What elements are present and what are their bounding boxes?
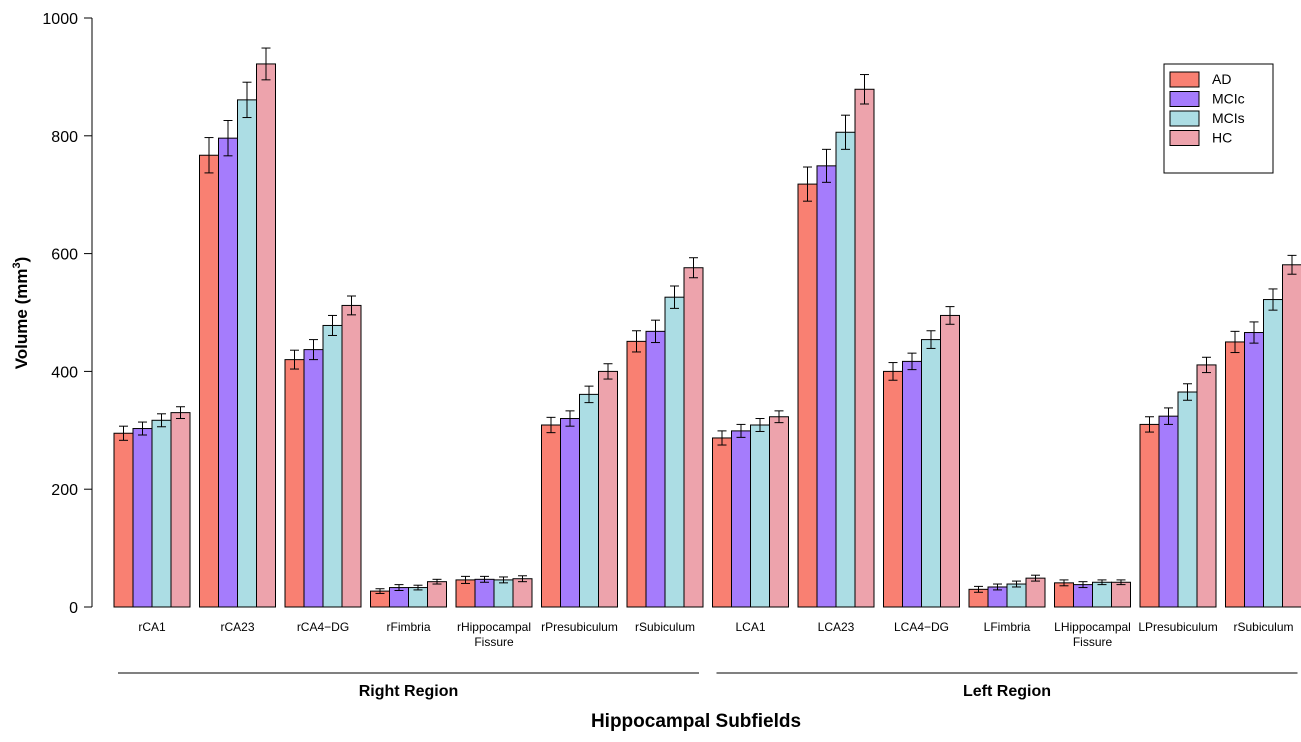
bar-HC-9 [941,315,960,607]
x-tick-label: rCA4−DG [297,620,349,634]
legend-label-HC: HC [1212,130,1232,146]
bar-MCIc-12 [1159,416,1178,607]
bar-MCIs-0 [152,420,171,607]
bar-HC-10 [1026,578,1045,607]
bar-MCIs-13 [1264,300,1283,607]
bar-HC-2 [342,305,361,607]
bar-HC-8 [855,89,874,607]
bar-MCIc-5 [561,419,580,607]
bar-HC-5 [599,371,618,607]
bar-AD-11 [1055,583,1074,607]
x-tick-label: LPresubiculum [1138,620,1217,634]
bar-HC-4 [513,579,532,607]
bar-MCIs-11 [1093,582,1112,607]
region-label: Left Region [963,683,1051,700]
y-tick-label: 800 [51,129,78,146]
bar-MCIs-6 [665,297,684,607]
y-tick-label: 1000 [42,11,78,28]
x-tick-label: rPresubiculum [541,620,618,634]
bar-AD-5 [542,425,561,607]
bar-MCIs-9 [922,340,941,607]
bar-MCIs-7 [751,425,770,607]
bar-HC-6 [684,268,703,607]
bar-MCIs-10 [1007,584,1026,607]
x-tick-label: LCA23 [818,620,855,634]
y-axis-label: Volume (mm3) [11,257,31,370]
bar-MCIs-2 [323,325,342,607]
legend-label-MCIs: MCIs [1212,110,1245,126]
bar-MCIc-7 [732,431,751,607]
bar-MCIs-8 [836,132,855,607]
legend-label-MCIc: MCIc [1212,91,1245,107]
y-tick-label: 600 [51,247,78,264]
x-tick-label: rSubiculum [1233,620,1293,634]
x-axis-label: Hippocampal Subfields [591,711,801,732]
legend-label-AD: AD [1212,71,1231,87]
y-tick-label: 0 [69,600,78,617]
bar-AD-0 [114,433,133,607]
x-tick-label: rSubiculum [635,620,695,634]
x-tick-label: rFimbria [387,620,431,634]
x-tick-label: rCA1 [138,620,166,634]
bar-HC-7 [770,417,789,607]
bar-MCIc-1 [219,138,238,607]
x-tick-label: rCA23 [220,620,254,634]
bar-MCIs-5 [580,394,599,607]
bar-AD-9 [884,371,903,607]
bar-AD-6 [627,341,646,607]
bar-MCIc-13 [1245,333,1264,607]
bar-MCIc-2 [304,350,323,607]
bar-AD-13 [1226,342,1245,607]
y-tick-label: 400 [51,364,78,381]
y-axis: 0 200 400 600 800 1000 [42,11,92,617]
y-tick-label: 200 [51,482,78,499]
bar-MCIs-3 [409,588,428,607]
bar-HC-13 [1283,265,1301,607]
bar-MCIs-4 [494,580,513,607]
bar-HC-0 [171,413,190,607]
bar-AD-1 [200,155,219,607]
bar-HC-3 [428,582,447,607]
bar-MCIc-6 [646,331,665,607]
x-tick-label: LFimbria [984,620,1031,634]
bar-MCIc-9 [903,361,922,607]
bar-HC-1 [257,64,276,607]
bar-AD-8 [798,184,817,607]
bars-layer [114,48,1301,607]
legend-swatch-HC [1170,131,1199,146]
bar-MCIc-0 [133,429,152,607]
x-tick-label: LCA1 [735,620,765,634]
region-label: Right Region [359,683,459,700]
x-tick-label: LCA4−DG [894,620,949,634]
bar-AD-7 [713,438,732,607]
bar-MCIc-8 [817,166,836,607]
bar-AD-12 [1140,424,1159,607]
bar-MCIc-4 [475,579,494,607]
bar-AD-4 [456,580,475,607]
bar-MCIs-1 [238,100,257,607]
bar-HC-12 [1197,365,1216,607]
bar-HC-11 [1112,582,1131,607]
legend-swatch-MCIs [1170,111,1199,126]
region-brackets: Right Region Left Region [118,673,1298,700]
legend-swatch-MCIc [1170,92,1199,107]
legend-swatch-AD [1170,72,1199,87]
legend: AD MCIc MCIs HC [1164,64,1273,173]
bar-AD-2 [285,360,304,607]
bar-MCIs-12 [1178,392,1197,607]
